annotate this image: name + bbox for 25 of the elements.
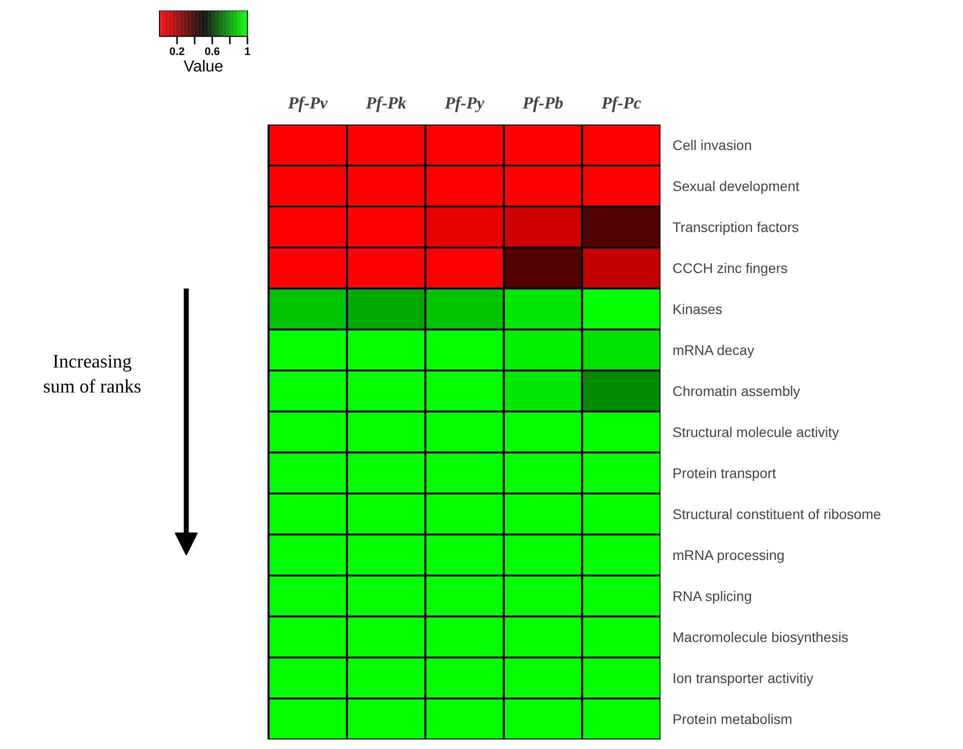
color-bar-label: 0.2 — [169, 46, 185, 58]
y-tick-label: mRNA processing — [672, 547, 785, 563]
y-tick-label: Protein metabolism — [672, 711, 792, 727]
y-tick-label: Ion transporter activitiy — [672, 670, 814, 686]
y-tick-label: Kinases — [672, 301, 722, 317]
y-tick-label: Cell invasion — [672, 137, 752, 153]
color-bar-label: 1 — [244, 46, 251, 58]
y-tick-label: CCCH zinc fingers — [672, 260, 788, 276]
y-tick-label: Sexual development — [672, 178, 800, 194]
color-bar-title: Value — [184, 58, 224, 76]
color-bar-label: 0.6 — [204, 46, 220, 58]
y-tick-label: Transcription factors — [672, 219, 799, 235]
x-tick-label: Pf-Pk — [364, 94, 407, 112]
y-tick-label: Macromolecule biosynthesis — [672, 629, 848, 645]
text: Increasing sum of ranks — [43, 352, 142, 398]
y-tick-label: Chromatin assembly — [672, 383, 800, 399]
x-tick-label: Pf-Pb — [522, 94, 564, 112]
y-tick-label: Structural molecule activity — [672, 424, 840, 440]
x-tick-label: Pf-Pc — [600, 94, 642, 112]
y-tick-label: Protein transport — [672, 465, 776, 481]
y-tick-label: RNA splicing — [672, 588, 752, 604]
y-tick-label: Structural constituent of ribosome — [672, 506, 882, 522]
x-tick-label: Pf-Pv — [286, 94, 328, 112]
y-tick-label: mRNA decay — [672, 342, 754, 358]
x-tick-label: Pf-Py — [444, 94, 485, 112]
